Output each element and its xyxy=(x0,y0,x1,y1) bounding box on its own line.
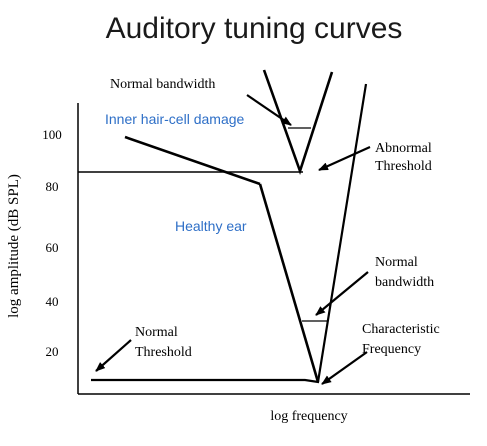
arrow-normal-threshold xyxy=(95,339,132,372)
label-abnormal-threshold-line1: Abnormal xyxy=(375,141,432,156)
arrow-abnormal-threshold xyxy=(318,145,371,172)
x-axis-label: log frequency xyxy=(270,409,347,424)
y-tick-label-100: 100 xyxy=(42,127,62,142)
arrow-normal-bandwidth-right xyxy=(315,271,369,316)
healthy-ear-curve xyxy=(91,83,368,384)
y-tick-label-80: 80 xyxy=(46,179,59,194)
arrow-characteristic-frequency xyxy=(321,351,368,385)
label-normal-bandwidth-right-line1: Normal xyxy=(375,255,418,270)
damaged-curve xyxy=(124,135,261,186)
diagram-title: Auditory tuning curves xyxy=(106,12,403,45)
healthy-ear-curve-left-flank xyxy=(258,183,320,383)
label-inner-hair-cell-damage: Inner hair-cell damage xyxy=(105,111,245,127)
y-tick-label-60: 60 xyxy=(46,240,59,255)
label-normal-threshold-line2: Threshold xyxy=(135,345,192,360)
label-normal-bandwidth-right-line2: bandwidth xyxy=(375,275,434,290)
label-characteristic-frequency-line2: Frequency xyxy=(362,342,421,357)
y-tick-label-20: 20 xyxy=(46,344,59,359)
label-abnormal-threshold-line2: Threshold xyxy=(375,159,432,174)
label-healthy-ear: Healthy ear xyxy=(175,218,247,234)
y-axis-label: log amplitude (dB SPL) xyxy=(6,174,22,318)
label-normal-threshold-line1: Normal xyxy=(135,325,178,340)
label-normal-bandwidth-top: Normal bandwidth xyxy=(110,77,215,92)
arrow-normal-bandwidth-top xyxy=(246,94,292,126)
damaged-notch xyxy=(262,69,334,176)
label-characteristic-frequency-line1: Characteristic xyxy=(362,322,440,337)
y-tick-label-40: 40 xyxy=(46,294,59,309)
